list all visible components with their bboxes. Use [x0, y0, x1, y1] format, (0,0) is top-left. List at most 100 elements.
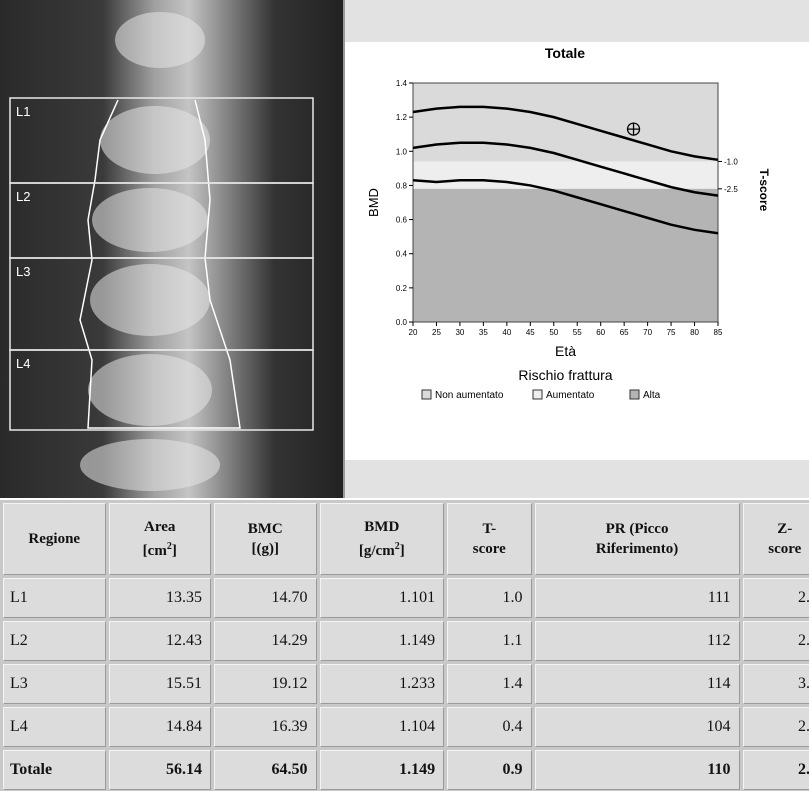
x-tick-label: 20: [409, 328, 418, 337]
header-text: Regione: [28, 531, 80, 547]
table-cell: 104: [535, 707, 740, 747]
header-unit: ]: [172, 543, 177, 559]
risk-band: [413, 189, 718, 322]
table-cell: 3.3: [743, 664, 809, 704]
header-text: Z-: [777, 521, 792, 537]
x-tick-label: 85: [714, 328, 723, 337]
y-tick-label: 1.2: [396, 113, 408, 122]
y2-tick-label: -1.0: [724, 157, 738, 166]
x-tick-label: 55: [573, 328, 582, 337]
table-row: L414.8416.391.1040.41042.4: [3, 707, 809, 747]
header-cell: BMC [(g)]: [214, 503, 317, 575]
table-cell: 14.70: [214, 578, 317, 618]
table-cell: 1.0: [447, 578, 531, 618]
table-cell: 19.12: [214, 664, 317, 704]
x-axis-label: Età: [555, 343, 576, 359]
table-row: Totale56.1464.501.1490.91102.8: [3, 750, 809, 790]
region-label: L1: [16, 104, 30, 119]
x-tick-label: 75: [667, 328, 676, 337]
y-tick-label: 0.0: [396, 318, 408, 327]
header-text: T-: [483, 521, 497, 537]
x-tick-label: 65: [620, 328, 629, 337]
y-tick-label: 1.4: [396, 79, 408, 88]
panel-strip: [345, 0, 809, 42]
chart-title: Totale: [545, 45, 585, 61]
header-text: BMD: [364, 519, 399, 535]
header-cell: PR (Picco Riferimento): [535, 503, 740, 575]
table-cell: 1.233: [320, 664, 445, 704]
header-text: [(g)]: [252, 541, 279, 557]
table-cell: Totale: [3, 750, 106, 790]
table-cell: 1.149: [320, 750, 445, 790]
table-cell: 1.4: [447, 664, 531, 704]
header-unit: [g/cm: [359, 543, 395, 559]
header-cell: T-score: [447, 503, 531, 575]
report-top: Totale L1L2L3L40.00.20.40.60.81.01.21.42…: [0, 0, 809, 498]
x-tick-label: 25: [432, 328, 441, 337]
header-cell: Area[cm2]: [109, 503, 212, 575]
region-label: L3: [16, 264, 30, 279]
table-cell: 111: [535, 578, 740, 618]
y2-tick-label: -2.5: [724, 185, 738, 194]
table-cell: L1: [3, 578, 106, 618]
risk-band: [413, 161, 718, 188]
table-cell: 14.84: [109, 707, 212, 747]
table-cell: 64.50: [214, 750, 317, 790]
header-text: BMC: [248, 521, 283, 537]
region-label: L4: [16, 356, 30, 371]
header-text: Area: [144, 519, 175, 535]
table-cell: 2.7: [743, 578, 809, 618]
region-label: L2: [16, 189, 30, 204]
page: Totale L1L2L3L40.00.20.40.60.81.01.21.42…: [0, 0, 809, 791]
table-cell: 14.29: [214, 621, 317, 661]
panel-strip: [345, 460, 809, 498]
header-unit: ]: [400, 543, 405, 559]
x-tick-label: 70: [643, 328, 652, 337]
table-cell: 1.149: [320, 621, 445, 661]
header-cell: Regione: [3, 503, 106, 575]
header-text: score: [768, 541, 801, 557]
table-cell: 0.4: [447, 707, 531, 747]
legend-label: Non aumentato: [435, 390, 504, 401]
x-tick-label: 60: [596, 328, 605, 337]
x-tick-label: 45: [526, 328, 535, 337]
y-tick-label: 0.6: [396, 216, 408, 225]
header-unit: [cm: [143, 543, 167, 559]
y-tick-label: 0.4: [396, 250, 408, 259]
table-cell: 1.101: [320, 578, 445, 618]
table-cell: L2: [3, 621, 106, 661]
x-tick-label: 80: [690, 328, 699, 337]
x-tick-label: 30: [455, 328, 464, 337]
legend-label: Alta: [643, 390, 661, 401]
table-cell: 2.9: [743, 621, 809, 661]
divider: [343, 0, 345, 498]
header-text: score: [473, 541, 506, 557]
header-text: PR (Picco: [606, 521, 669, 537]
patient-marker: [628, 123, 640, 135]
table-cell: 0.9: [447, 750, 531, 790]
legend-swatch: [422, 390, 431, 399]
table-cell: 13.35: [109, 578, 212, 618]
table-cell: 112: [535, 621, 740, 661]
risk-band: [413, 83, 718, 161]
table-cell: 12.43: [109, 621, 212, 661]
legend-title: Rischio frattura: [518, 367, 612, 383]
legend-swatch: [533, 390, 542, 399]
y-axis-label: BMD: [366, 188, 381, 217]
x-tick-label: 50: [549, 328, 558, 337]
header-cell: BMD[g/cm2]: [320, 503, 445, 575]
table-cell: 15.51: [109, 664, 212, 704]
y-tick-label: 1.0: [396, 147, 408, 156]
header-text: Riferimento): [596, 541, 678, 557]
x-tick-label: 35: [479, 328, 488, 337]
table-cell: 16.39: [214, 707, 317, 747]
table-cell: 56.14: [109, 750, 212, 790]
x-tick-label: 40: [502, 328, 511, 337]
header-cell: Z-score: [743, 503, 809, 575]
